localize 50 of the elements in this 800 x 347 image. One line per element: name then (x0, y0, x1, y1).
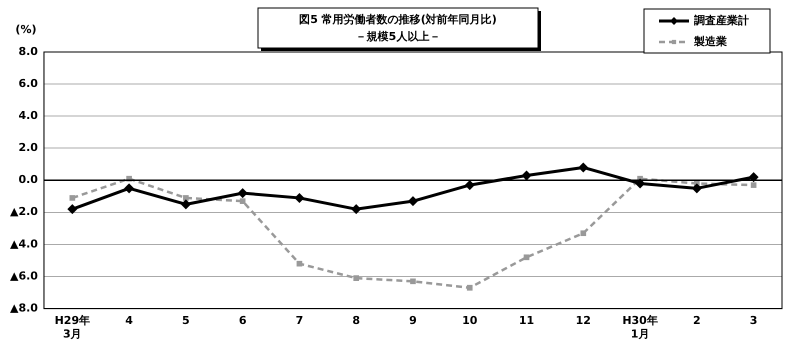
x-tick-label: 12 (576, 314, 591, 328)
x-tick-label: 8 (352, 314, 360, 328)
y-tick-label: ▲4.0 (10, 237, 38, 250)
point (294, 192, 304, 203)
x-tick-label: 3 (750, 314, 758, 328)
chart-title: 図5 常用労働者数の推移(対前年同月比) (299, 12, 497, 26)
point (692, 183, 702, 194)
point (296, 260, 302, 267)
point (70, 195, 76, 201)
point (408, 196, 418, 206)
x-tick-label: 5 (182, 314, 190, 328)
y-tick-label: 6.0 (18, 76, 38, 90)
x-tick-label: 4 (125, 314, 134, 328)
y-tick-label: ▲2.0 (10, 205, 38, 218)
legend-label: 製造業 (693, 34, 727, 48)
point (180, 199, 191, 210)
point (750, 182, 756, 188)
point (183, 195, 189, 201)
point (580, 230, 586, 236)
legend-label: 調査産業計 (694, 14, 749, 27)
y-tick-label: ▲8.0 (10, 301, 38, 314)
point (351, 204, 362, 214)
x-tick-label: 10 (462, 314, 478, 328)
x-tick-label: 2 (693, 314, 701, 328)
point (578, 162, 588, 172)
y-tick-label: 8.0 (18, 44, 38, 58)
point (635, 178, 646, 189)
point (466, 284, 473, 291)
x-tick-label: 7 (296, 314, 304, 328)
y-tick-label: 2.0 (18, 141, 38, 154)
point (464, 180, 475, 190)
point (238, 188, 248, 198)
point (410, 278, 416, 284)
point (524, 254, 530, 260)
x-tick-label: H30年 1月 (622, 314, 658, 340)
y-tick-label: 4.0 (18, 109, 38, 122)
x-tick-label: 9 (409, 314, 417, 328)
point (124, 183, 134, 194)
x-tick-label: 11 (518, 314, 534, 328)
point (240, 198, 246, 204)
point (353, 275, 360, 281)
x-tick-label: 6 (238, 314, 247, 328)
point (67, 204, 78, 214)
y-tick-label: ▲6.0 (10, 269, 38, 282)
y-axis-title: (%) (15, 22, 36, 36)
x-tick-label: H29年 3月 (54, 314, 90, 340)
point (522, 170, 532, 180)
chart-subtitle: －規模5人以上－ (356, 30, 440, 43)
y-tick-label: 0.0 (18, 173, 38, 186)
point (748, 172, 759, 182)
